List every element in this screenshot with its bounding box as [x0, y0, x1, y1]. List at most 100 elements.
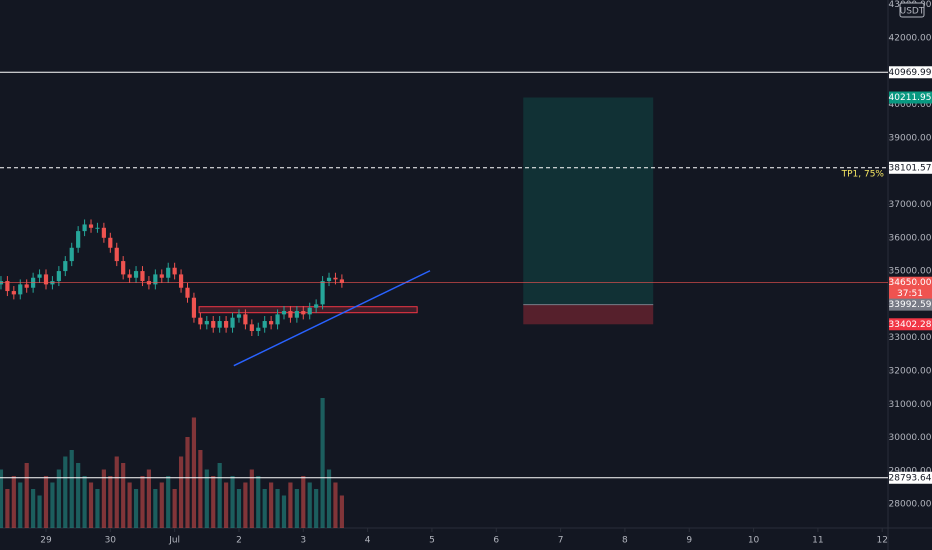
- position-label-box: [889, 91, 932, 104]
- volume-bar: [108, 476, 113, 528]
- y-tick-label: 37000.00: [889, 200, 932, 210]
- candle-body: [127, 274, 132, 278]
- volume-bar: [198, 450, 203, 528]
- y-tick-label: 32000.00: [889, 366, 932, 376]
- x-tick-label: 7: [558, 536, 564, 546]
- level-label: 38101.57: [889, 163, 932, 173]
- volume-bar: [146, 469, 152, 528]
- level-label-box: [889, 66, 932, 79]
- candle-body: [320, 281, 325, 305]
- volume-bar: [230, 476, 235, 528]
- volume-bar: [326, 469, 332, 528]
- volume-bar: [275, 489, 280, 528]
- y-tick-label: 28000.00: [889, 500, 932, 510]
- candle-body: [108, 237, 113, 248]
- volume-bar: [0, 469, 4, 528]
- volume-bar: [185, 437, 190, 528]
- candle-body: [178, 274, 184, 288]
- candle-body: [281, 311, 287, 315]
- volume-bar: [101, 469, 106, 528]
- candle-body: [262, 321, 267, 328]
- x-tick-label: 5: [429, 536, 435, 546]
- volume-bar: [204, 469, 209, 528]
- volume-bar: [31, 489, 36, 528]
- candle-body: [114, 247, 119, 262]
- candle-body: [314, 304, 319, 308]
- volume-bar: [95, 489, 100, 528]
- candle-body: [121, 261, 126, 275]
- candle-body: [243, 314, 248, 325]
- x-tick-label: 9: [686, 536, 692, 546]
- candle-body: [133, 271, 139, 278]
- x-tick-label: 11: [812, 536, 823, 546]
- volume-bar: [211, 476, 216, 528]
- level-label-box: [889, 471, 932, 484]
- volume-bar: [262, 489, 267, 528]
- x-tick-label: 30: [105, 536, 117, 546]
- volume-bar: [236, 489, 242, 528]
- candle-body: [140, 271, 145, 282]
- volume-bar: [121, 463, 126, 528]
- volume-bar: [11, 476, 16, 528]
- volume-bar: [301, 476, 306, 528]
- volume-bar: [43, 476, 49, 528]
- candle-body: [76, 231, 81, 248]
- volume-bar: [56, 469, 61, 528]
- candle-body: [172, 267, 177, 275]
- candle-body: [166, 267, 171, 278]
- candle-body: [101, 227, 106, 238]
- volume-bar: [269, 482, 274, 528]
- volume-bar: [114, 456, 119, 528]
- y-tick-label: 30000.00: [889, 433, 932, 443]
- level-label-box: [889, 161, 932, 174]
- volume-bar: [76, 463, 81, 528]
- candle-body: [326, 277, 332, 282]
- position-label: 40211.95: [889, 93, 932, 103]
- candle-body: [159, 274, 164, 278]
- volume-bar: [166, 476, 171, 528]
- volume-bar: [153, 489, 158, 528]
- volume-bar: [333, 482, 338, 528]
- candle-body: [256, 327, 261, 332]
- countdown: 37:51: [897, 289, 923, 299]
- y-tick-label: 42000.00: [889, 33, 932, 43]
- level-label: 40969.99: [889, 68, 932, 78]
- y-tick-label: 29000.00: [889, 466, 932, 476]
- y-tick-label: 35000.00: [889, 267, 932, 277]
- candle-body: [288, 311, 293, 318]
- volume-bar: [288, 482, 293, 528]
- volume-bar: [88, 482, 94, 528]
- position-stop: [523, 304, 654, 325]
- candle-body: [294, 311, 299, 318]
- volume-bar: [178, 456, 184, 528]
- volume-bar: [191, 417, 197, 528]
- candle-body: [333, 277, 338, 280]
- volume-bar: [224, 482, 229, 528]
- volume-bar: [18, 482, 23, 528]
- candle-body: [230, 317, 235, 328]
- x-tick-label: 8: [622, 536, 628, 546]
- volume-bar: [294, 489, 299, 528]
- last-price-box: [889, 276, 932, 300]
- candle-body: [236, 314, 242, 318]
- y-tick-label: 31000.00: [889, 400, 932, 410]
- candle-body: [63, 261, 68, 272]
- y-tick-label: 40000.00: [889, 100, 932, 110]
- y-tick-label: 36000.00: [889, 233, 932, 243]
- x-tick-label: 10: [748, 536, 760, 546]
- volume-bar: [249, 469, 254, 528]
- candle-body: [224, 321, 229, 328]
- candle-body: [153, 274, 158, 285]
- position-label-box: [889, 298, 932, 311]
- position-label: 33992.59: [889, 300, 932, 310]
- volume-bar: [217, 463, 222, 528]
- candle-body: [69, 247, 74, 262]
- volume-bar: [307, 482, 312, 528]
- trendline: [233, 270, 431, 367]
- volume-bar: [281, 495, 287, 528]
- x-tick-label: 29: [40, 536, 52, 546]
- currency-box[interactable]: [899, 2, 925, 18]
- x-tick-label: 3: [300, 536, 306, 546]
